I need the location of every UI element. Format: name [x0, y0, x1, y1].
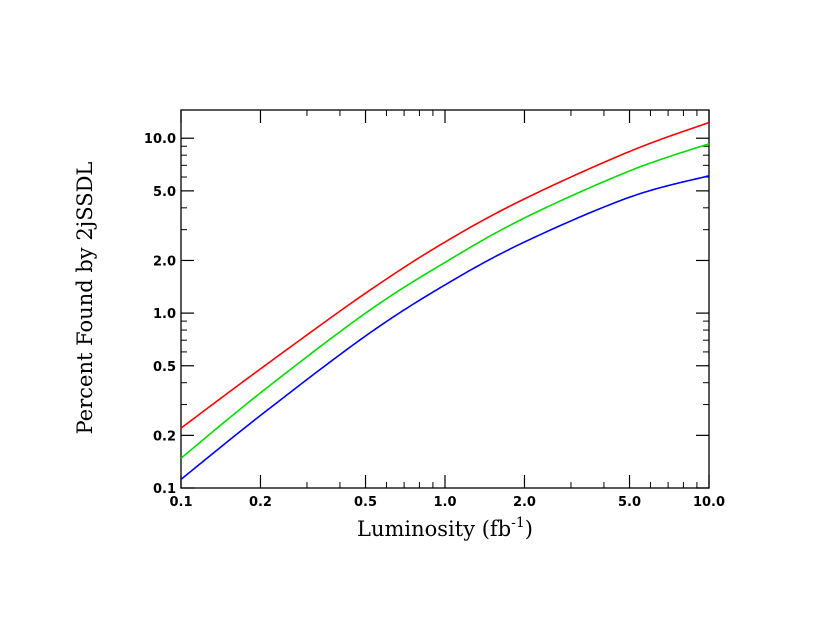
- x-tick-label: 5.0: [618, 495, 641, 510]
- y-tick-label: 5.0: [153, 185, 176, 200]
- series-line-2: [180, 142, 710, 459]
- x-axis-label-superscript: -1: [511, 515, 525, 531]
- y-tick-label: 0.5: [153, 360, 176, 375]
- x-tick-label: 1.0: [433, 495, 456, 510]
- x-tick-label: 0.5: [354, 495, 377, 510]
- x-tick-labels: 0.1 0.2 0.5 1.0 2.0 5.0 10.0: [169, 495, 725, 510]
- y-tick-label: 1.0: [153, 307, 176, 322]
- series-line-3: [180, 174, 710, 481]
- series-line-1: [180, 121, 710, 429]
- y-tick-label: 0.2: [153, 429, 176, 444]
- x-tick-label: 0.2: [249, 495, 272, 510]
- y-tick-label: 10.0: [144, 132, 176, 147]
- y-tick-label: 0.1: [153, 482, 176, 497]
- major-ticks: [180, 110, 710, 489]
- x-tick-label: 2.0: [513, 495, 536, 510]
- series-lines: [180, 121, 710, 481]
- plot-frame: [180, 109, 710, 489]
- x-axis-label-text: Luminosity (fb: [357, 517, 511, 541]
- x-axis-label: Luminosity (fb-1): [357, 515, 533, 541]
- x-tick-label: 0.1: [169, 495, 192, 510]
- y-tick-labels: 0.1 0.2 0.5 1.0 2.0 5.0 10.0: [144, 132, 176, 497]
- x-tick-label: 10.0: [693, 495, 725, 510]
- minor-ticks: [181, 110, 709, 488]
- y-tick-label: 2.0: [153, 254, 176, 269]
- y-axis-label: Percent Found by 2jSSDL: [73, 162, 97, 435]
- x-axis-label-close: ): [525, 517, 533, 541]
